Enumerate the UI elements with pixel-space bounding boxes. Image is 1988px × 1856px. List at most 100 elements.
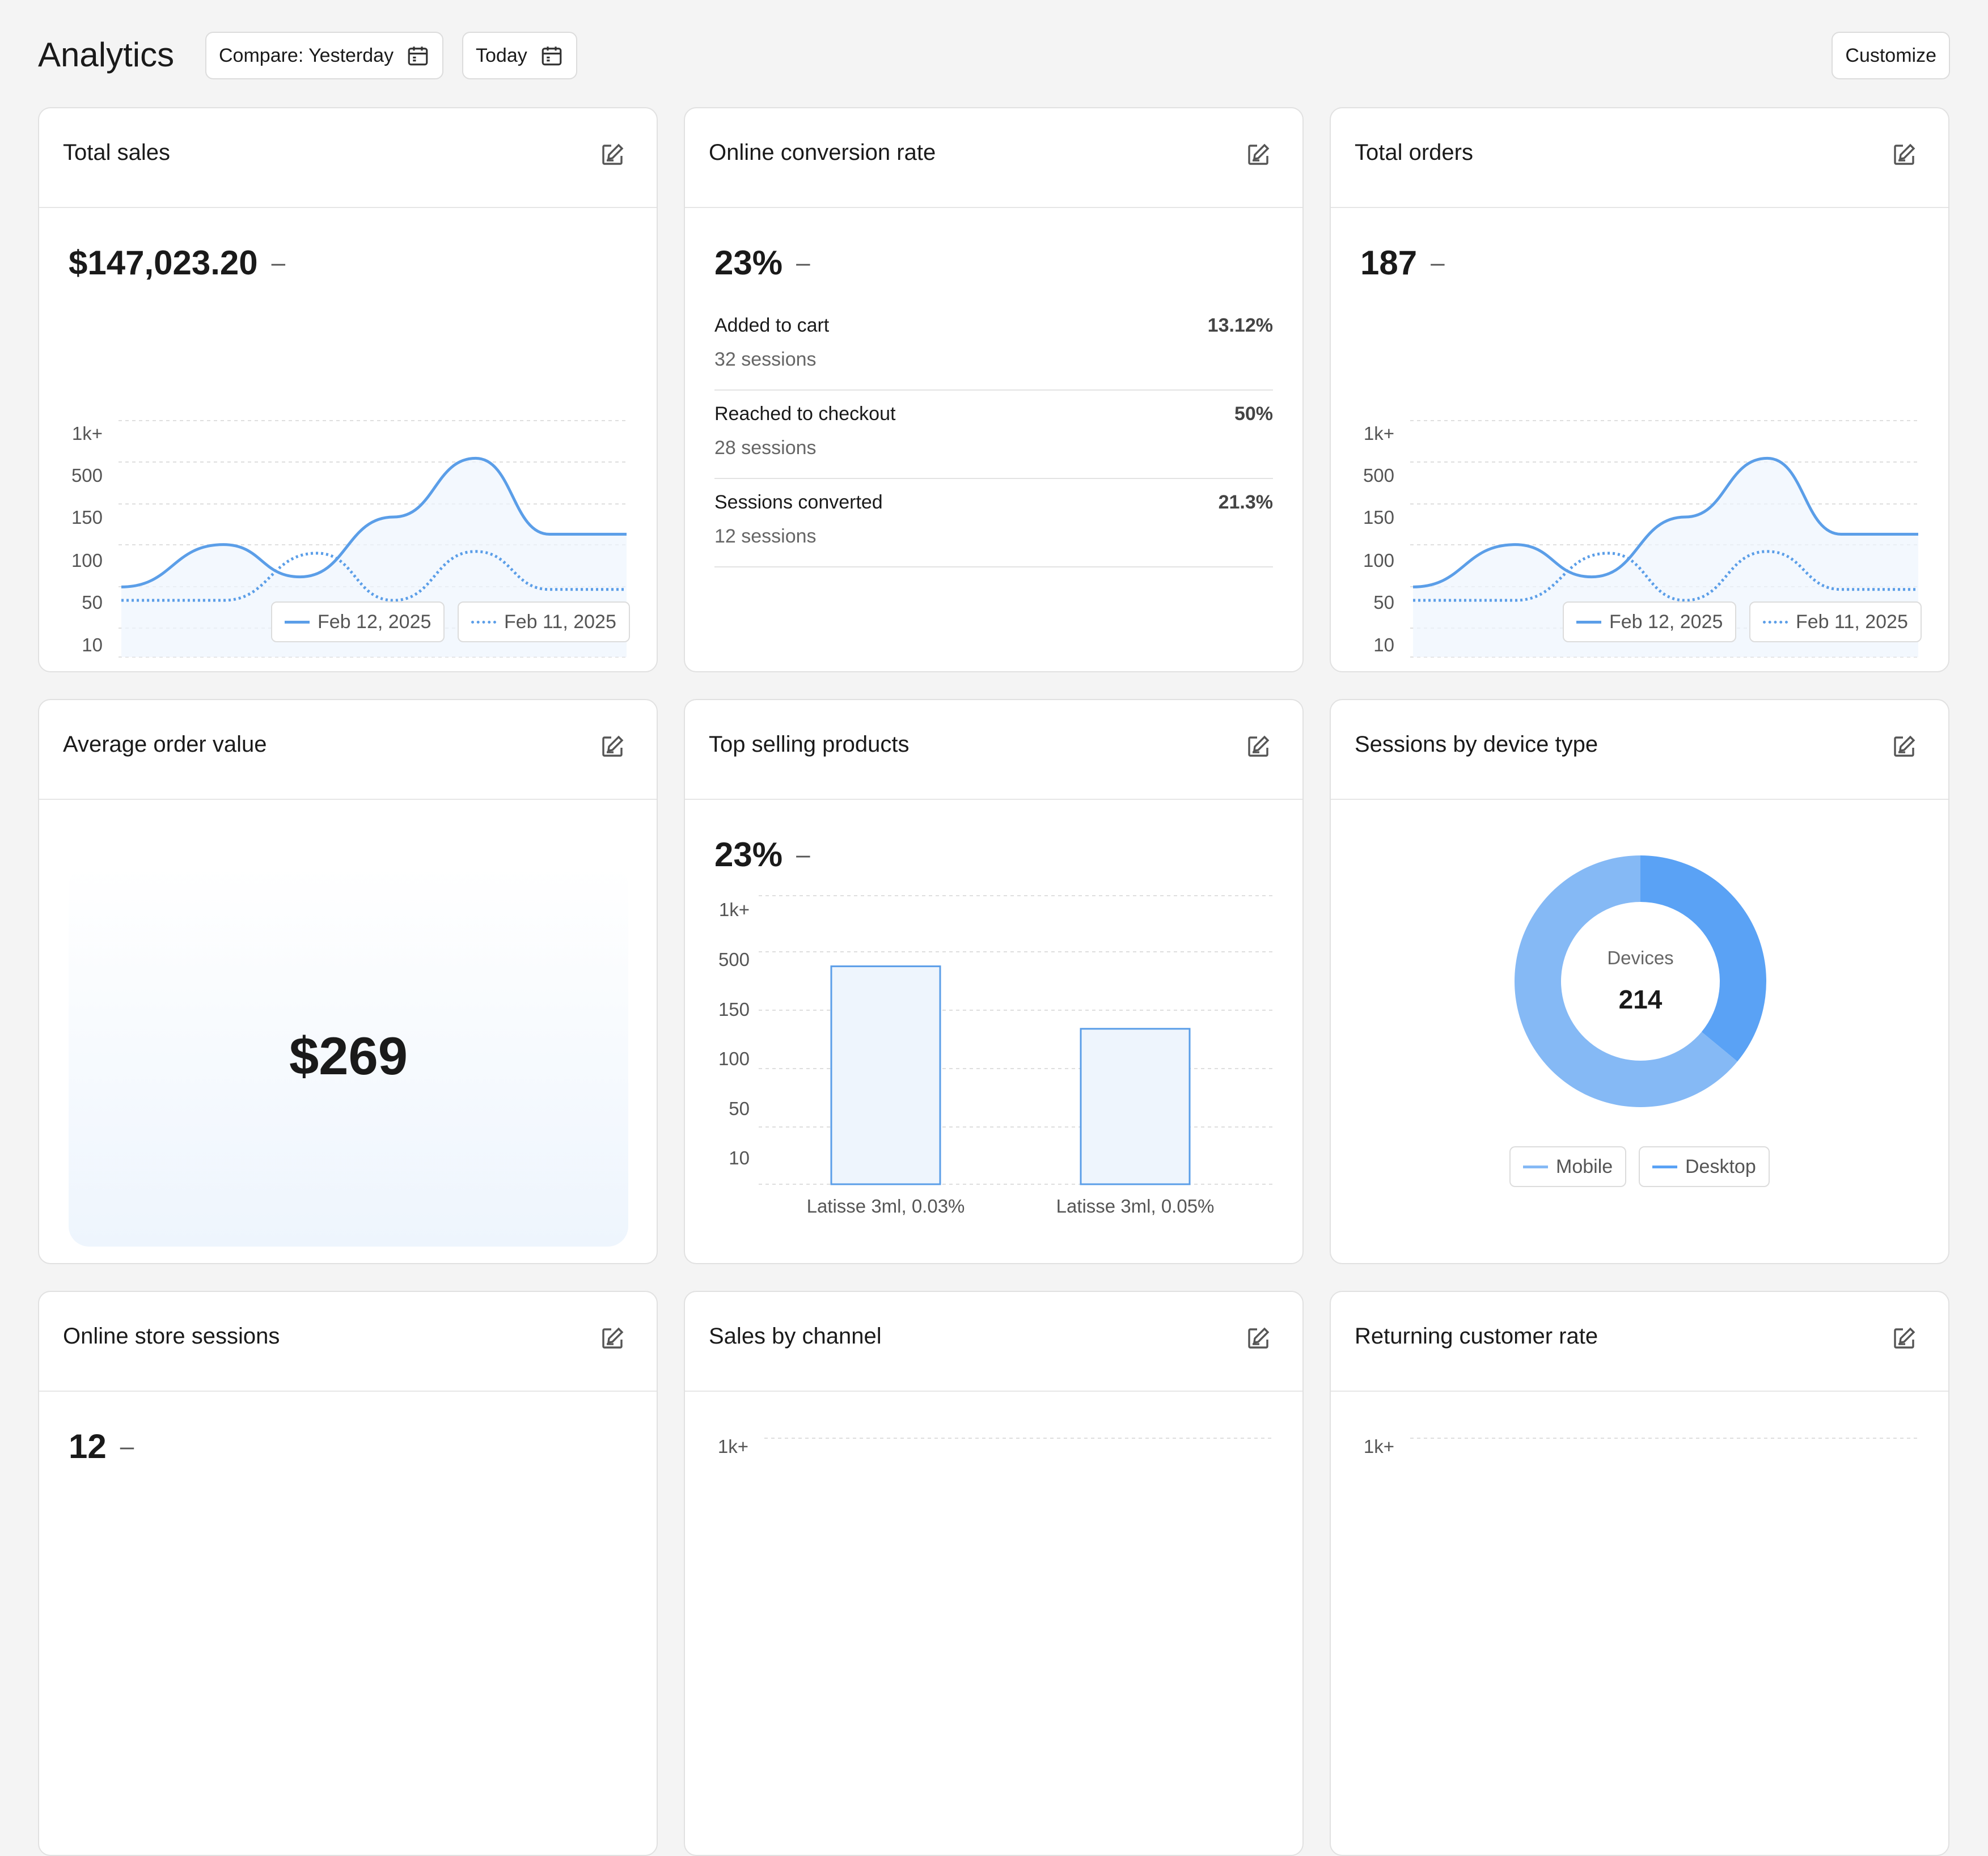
- y-tick-label: 1k+: [718, 1436, 748, 1457]
- card-header: Online store sessions: [39, 1292, 657, 1392]
- legend-feb-11[interactable]: Feb 11, 2025: [1749, 601, 1922, 642]
- x-tick-label: Fri: [1813, 671, 1835, 672]
- date-button[interactable]: Today: [462, 32, 577, 79]
- legend-feb-11[interactable]: Feb 11, 2025: [458, 601, 630, 642]
- edit-icon[interactable]: [1245, 1325, 1272, 1352]
- x-tick-label: Tue: [1566, 671, 1598, 672]
- bar-1: [830, 965, 941, 1185]
- customize-label: Customize: [1845, 44, 1936, 66]
- edit-icon[interactable]: [1245, 141, 1272, 168]
- compare-label: Compare: Yesterday: [219, 44, 394, 66]
- card-header: Online conversion rate: [685, 108, 1302, 208]
- legend-feb-12[interactable]: Feb 12, 2025: [1563, 601, 1737, 642]
- y-tick-label: 150: [718, 999, 750, 1020]
- calendar-icon: [542, 46, 562, 66]
- bar-2: [1080, 1028, 1191, 1185]
- x-tick-label: Mon: [1482, 671, 1518, 672]
- card-sales-by-channel: Sales by channel 1k+: [684, 1291, 1304, 1856]
- y-tick-label: 1k+: [1364, 1436, 1394, 1457]
- card-header: Returning customer rate: [1331, 1292, 1948, 1392]
- y-tick-label: 150: [1363, 507, 1394, 528]
- card-returning-customer-rate: Returning customer rate 1k+: [1330, 1291, 1949, 1856]
- card-title: Returning customer rate: [1355, 1324, 1598, 1349]
- change-indicator: –: [271, 249, 286, 277]
- series-line-solid: [121, 456, 627, 588]
- x-tick-label: Sat: [592, 671, 620, 672]
- total-sales-chart: 1k+ 500 150 100 50 10 Sun Mon Tue Wed Thu Fri Sat: [71, 420, 629, 672]
- dotted-line-swatch: [1763, 620, 1788, 624]
- aov-value: $269: [289, 1026, 408, 1086]
- x-tick-label: Sun: [109, 671, 142, 672]
- card-title: Sales by channel: [709, 1324, 882, 1349]
- donut-center-value: 214: [1619, 985, 1663, 1014]
- change-indicator: –: [120, 1433, 134, 1460]
- conversion-row: Reached to checkout 28 sessions 50%: [714, 389, 1273, 479]
- y-tick-label: 1k+: [72, 423, 103, 444]
- conversion-row: Added to cart 32 sessions 13.12%: [714, 301, 1273, 391]
- metric-value: $147,023.20–: [69, 244, 286, 282]
- devices-donut-chart: Devices 214: [1515, 855, 1766, 1107]
- x-tick-label: Sat: [1884, 671, 1912, 672]
- x-tick-label: Wed: [354, 671, 392, 672]
- slice-desktop: [1640, 855, 1766, 1062]
- series-line-dotted: [1413, 550, 1918, 602]
- legend-mobile[interactable]: Mobile: [1509, 1146, 1627, 1187]
- y-tick-label: 50: [82, 592, 103, 613]
- y-tick-label: 1k+: [1364, 423, 1394, 444]
- legend-feb-12[interactable]: Feb 12, 2025: [271, 601, 445, 642]
- edit-icon[interactable]: [1890, 1325, 1918, 1352]
- change-indicator: –: [796, 841, 810, 868]
- change-indicator: –: [1431, 249, 1445, 277]
- edit-icon[interactable]: [1890, 141, 1918, 168]
- edit-icon[interactable]: [599, 1325, 626, 1352]
- card-conversion-rate: Online conversion rate 23% – Added to car…: [684, 107, 1304, 672]
- x-tick-label: Wed: [1646, 671, 1684, 672]
- mobile-swatch: [1523, 1165, 1548, 1168]
- legend-desktop[interactable]: Desktop: [1639, 1146, 1770, 1187]
- compare-button[interactable]: Compare: Yesterday: [205, 32, 444, 79]
- card-average-order-value: Average order value $269: [38, 699, 658, 1264]
- x-tick-label: Tue: [274, 671, 306, 672]
- y-tick-label: 10: [82, 634, 103, 655]
- page-title: Analytics: [38, 36, 175, 74]
- x-tick-label: Latisse 3ml, 0.05%: [1056, 1196, 1215, 1217]
- card-header: Top selling products: [685, 700, 1302, 800]
- edit-icon[interactable]: [1890, 733, 1918, 760]
- card-title: Total orders: [1355, 140, 1473, 165]
- date-label: Today: [476, 44, 527, 66]
- metric-value: 23% –: [714, 244, 810, 282]
- solid-line-swatch: [1576, 620, 1601, 624]
- series-line-dotted: [121, 550, 627, 602]
- card-header: Sessions by device type: [1331, 700, 1948, 800]
- x-tick-label: Mon: [190, 671, 226, 672]
- x-tick-label: Thu: [442, 671, 474, 672]
- card-total-orders: Total orders 187– 1k+ 500 150 100 50 10 Sun Mon…: [1330, 107, 1949, 672]
- edit-icon[interactable]: [599, 141, 626, 168]
- metric-value: 12–: [69, 1427, 134, 1465]
- card-title: Top selling products: [709, 732, 910, 757]
- analytics-page: Analytics Compare: Yesterday Today Custo…: [38, 29, 1950, 1856]
- top-products-chart: 1k+ 500 150 100 50 10 Latisse 3ml, 0.03% Latiss…: [718, 895, 1274, 1217]
- top-bar: Analytics Compare: Yesterday Today Custo…: [38, 29, 1950, 82]
- card-header: Total sales: [39, 108, 657, 208]
- y-tick-label: 500: [1363, 465, 1394, 486]
- y-tick-label: 10: [1373, 634, 1394, 655]
- card-title: Total sales: [63, 140, 170, 165]
- x-tick-label: Fri: [522, 671, 543, 672]
- metric-value: 187–: [1360, 244, 1445, 282]
- sales-channel-chart: 1k+: [718, 1436, 1275, 1457]
- card-header: Sales by channel: [685, 1292, 1302, 1392]
- card-title: Online conversion rate: [709, 140, 936, 165]
- change-indicator: –: [796, 249, 810, 277]
- dotted-line-swatch: [471, 620, 496, 624]
- edit-icon[interactable]: [1245, 733, 1272, 760]
- y-tick-label: 100: [718, 1048, 750, 1069]
- total-orders-chart: 1k+ 500 150 100 50 10 Sun Mon Tue Wed Thu Fri Sat: [1363, 420, 1921, 672]
- y-tick-label: 50: [1373, 592, 1394, 613]
- edit-icon[interactable]: [599, 733, 626, 760]
- x-tick-label: Thu: [1733, 671, 1766, 672]
- donut-center-label: Devices: [1607, 947, 1673, 968]
- card-header: Total orders: [1331, 108, 1948, 208]
- solid-line-swatch: [285, 620, 310, 624]
- customize-button[interactable]: Customize: [1832, 32, 1950, 79]
